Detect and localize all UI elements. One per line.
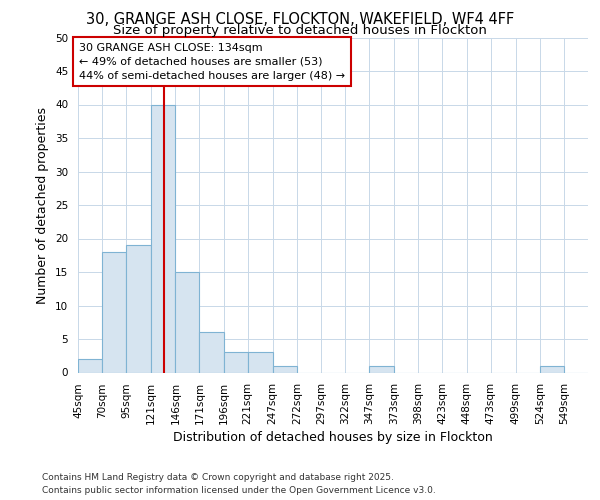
Bar (78, 359, 102, 372)
Bar (273, 366, 297, 372)
Bar (175, 272, 199, 372)
Bar (369, 366, 394, 372)
Bar (102, 252, 126, 372)
Bar (126, 245, 151, 372)
Bar (224, 352, 248, 372)
Bar (540, 366, 564, 372)
Text: 30 GRANGE ASH CLOSE: 134sqm
← 49% of detached houses are smaller (53)
44% of sem: 30 GRANGE ASH CLOSE: 134sqm ← 49% of det… (79, 43, 345, 81)
Bar (248, 352, 273, 372)
Bar (199, 332, 224, 372)
Text: 30, GRANGE ASH CLOSE, FLOCKTON, WAKEFIELD, WF4 4FF: 30, GRANGE ASH CLOSE, FLOCKTON, WAKEFIEL… (86, 12, 514, 28)
X-axis label: Distribution of detached houses by size in Flockton: Distribution of detached houses by size … (173, 432, 493, 444)
Bar (151, 104, 175, 372)
Text: Size of property relative to detached houses in Flockton: Size of property relative to detached ho… (113, 24, 487, 37)
Text: Contains HM Land Registry data © Crown copyright and database right 2025.
Contai: Contains HM Land Registry data © Crown c… (42, 474, 436, 495)
Y-axis label: Number of detached properties: Number of detached properties (37, 106, 49, 304)
